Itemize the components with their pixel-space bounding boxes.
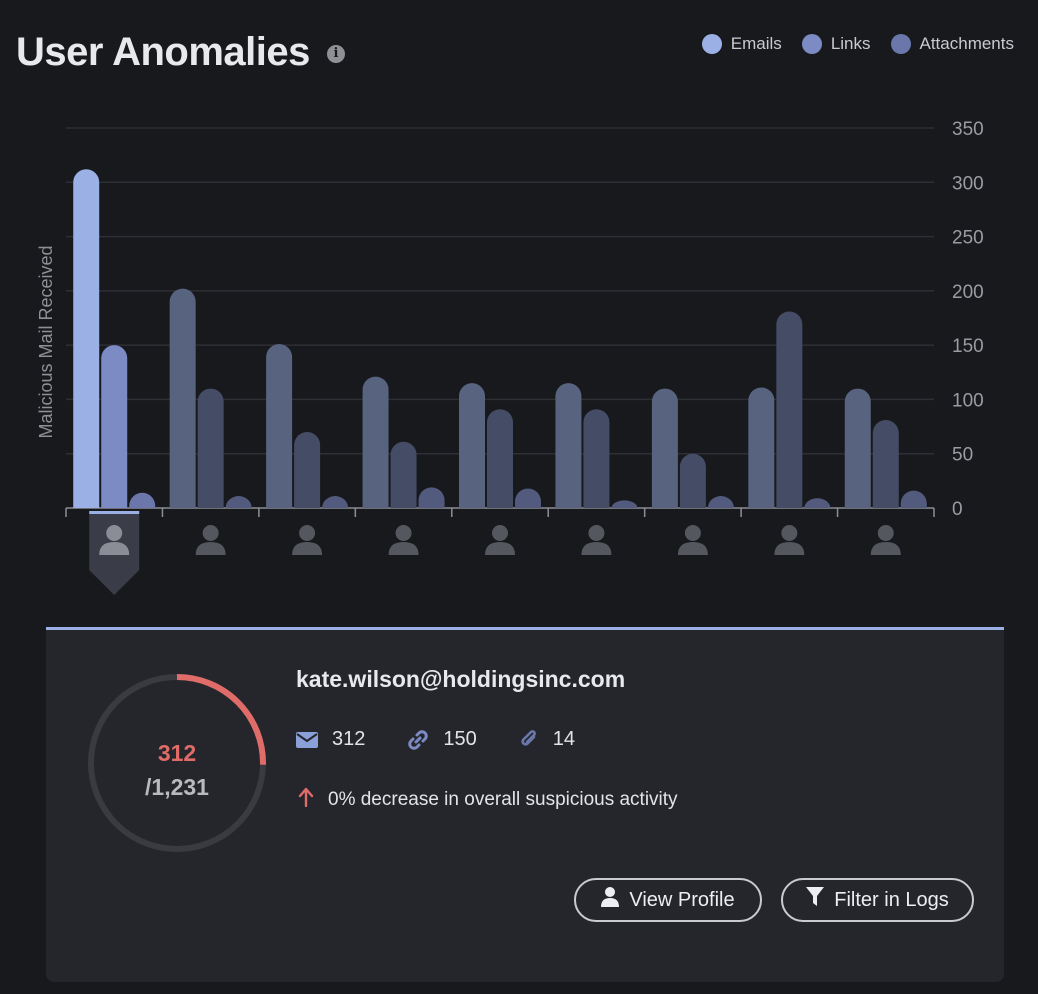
legend-dot-icon xyxy=(890,34,911,54)
stat-emails-value: 312 xyxy=(332,728,366,750)
stats-row: 312 150 14 xyxy=(296,728,575,751)
filter-in-logs-button[interactable]: Filter in Logs xyxy=(781,878,974,922)
bar-links[interactable] xyxy=(487,409,513,508)
selected-marker-accent xyxy=(89,511,140,514)
trend-row: 0% decrease in overall suspicious activi… xyxy=(298,787,678,813)
y-axis-title: Malicious Mail Received xyxy=(36,245,56,438)
bar-attachments[interactable] xyxy=(707,496,734,508)
bar-emails[interactable] xyxy=(169,288,196,508)
bar-attachments[interactable] xyxy=(515,488,541,508)
bar-emails[interactable] xyxy=(459,383,485,508)
y-tick-label: 100 xyxy=(952,390,984,411)
user-icon[interactable] xyxy=(581,525,612,555)
bar-emails[interactable] xyxy=(748,387,775,508)
legend-item-attachments[interactable]: Attachments xyxy=(890,34,1015,54)
paperclip-icon xyxy=(519,729,539,751)
anomaly-total: /1,231 xyxy=(145,774,209,800)
y-tick-label: 0 xyxy=(952,499,963,520)
bar-attachments[interactable] xyxy=(225,496,252,508)
legend-item-links[interactable]: Links xyxy=(801,34,871,54)
legend-dot-icon xyxy=(701,34,722,54)
bar-links[interactable] xyxy=(872,420,899,508)
user-icon[interactable] xyxy=(677,525,708,555)
ring-progress xyxy=(88,674,266,852)
user-detail-card: 312 /1,231 kate.wilson@holdingsinc.com 3… xyxy=(46,627,1004,982)
bar-chart: 0 50 100 150 200 250 300 350 Malicious Mail Rece… xyxy=(36,119,984,595)
bar-emails[interactable] xyxy=(266,344,293,508)
bar-emails[interactable] xyxy=(555,383,582,508)
y-tick-label: 250 xyxy=(952,228,984,249)
bar-attachments[interactable] xyxy=(322,496,349,508)
stat-attachments: 14 xyxy=(519,728,575,751)
bar-links[interactable] xyxy=(679,453,706,508)
stat-attachments-value: 14 xyxy=(552,728,575,750)
activity-ring: 312 /1,231 xyxy=(84,670,270,856)
stat-links: 150 xyxy=(407,728,477,751)
arrow-up-icon xyxy=(298,787,314,813)
anomaly-count: 312 xyxy=(157,740,197,766)
legend-label: Attachments xyxy=(919,34,1015,53)
y-tick-label: 150 xyxy=(952,336,984,357)
user-icon[interactable] xyxy=(195,525,226,555)
link-icon xyxy=(407,729,429,751)
user-icon xyxy=(601,887,620,913)
y-tick-label: 350 xyxy=(952,119,984,140)
user-icon[interactable] xyxy=(485,525,515,555)
bar-links[interactable] xyxy=(390,441,417,508)
info-icon[interactable]: i xyxy=(327,45,345,63)
bar-links[interactable] xyxy=(583,409,610,508)
view-profile-button[interactable]: View Profile xyxy=(574,878,762,922)
bar-attachments[interactable] xyxy=(804,498,831,508)
legend-label: Emails xyxy=(730,34,782,53)
stat-emails: 312 xyxy=(296,728,365,751)
y-tick-label: 200 xyxy=(952,282,984,303)
user-icon[interactable] xyxy=(388,525,419,555)
bar-emails[interactable] xyxy=(73,169,100,508)
stat-links-value: 150 xyxy=(443,728,477,750)
bar-links[interactable] xyxy=(197,388,224,508)
envelope-icon xyxy=(296,731,318,748)
bar-links[interactable] xyxy=(776,311,803,508)
user-email: kate.wilson@holdingsinc.com xyxy=(296,666,626,692)
y-tick-label: 300 xyxy=(952,173,984,194)
bar-attachments[interactable] xyxy=(900,490,927,508)
bar-attachments[interactable] xyxy=(129,492,156,508)
user-icon[interactable] xyxy=(774,525,805,555)
bar-emails[interactable] xyxy=(651,388,678,508)
page-title: User Anomalies xyxy=(16,30,310,74)
bar-emails[interactable] xyxy=(844,388,871,508)
legend-item-emails[interactable]: Emails xyxy=(701,34,782,54)
y-tick-label: 50 xyxy=(952,445,973,466)
legend-dot-icon xyxy=(801,34,822,54)
filter-icon xyxy=(806,887,825,913)
legend-label: Links xyxy=(830,34,871,53)
bar-attachments[interactable] xyxy=(611,500,638,508)
user-icon[interactable] xyxy=(99,525,130,555)
filter-in-logs-label: Filter in Logs xyxy=(834,888,949,911)
user-icon[interactable] xyxy=(870,525,901,555)
bar-emails[interactable] xyxy=(362,376,389,508)
bar-attachments[interactable] xyxy=(418,487,445,508)
user-icon[interactable] xyxy=(292,525,323,555)
view-profile-label: View Profile xyxy=(629,888,735,911)
bar-links[interactable] xyxy=(294,432,321,508)
trend-text: 0% decrease in overall suspicious activi… xyxy=(328,789,678,810)
chart-legend: Emails Links Attachments xyxy=(701,34,1015,54)
bar-links[interactable] xyxy=(101,345,128,508)
